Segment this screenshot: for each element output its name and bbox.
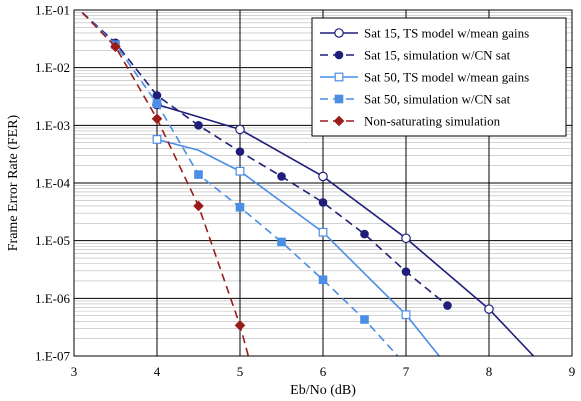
series-3 xyxy=(152,135,440,356)
x-tick-label: 7 xyxy=(403,364,410,379)
y-tick-label: 1.E-04 xyxy=(35,176,71,191)
data-point xyxy=(151,113,163,125)
data-point xyxy=(360,315,369,324)
legend-marker xyxy=(334,72,344,82)
data-point xyxy=(401,233,411,244)
data-point xyxy=(194,121,203,130)
series-2 xyxy=(81,12,452,310)
data-point xyxy=(401,310,411,320)
x-tick-label: 6 xyxy=(320,364,327,379)
data-point xyxy=(235,202,245,212)
y-tick-label: 1.E-01 xyxy=(35,3,70,18)
data-point xyxy=(194,170,203,179)
data-point xyxy=(318,275,328,285)
legend-label: Sat 15, TS model w/mean gains xyxy=(364,26,529,41)
series-line xyxy=(81,12,250,356)
y-tick-label: 1.E-06 xyxy=(35,291,71,306)
y-tick-label: 1.E-05 xyxy=(35,233,70,248)
x-tick-label: 3 xyxy=(71,364,78,379)
data-point xyxy=(110,41,121,53)
legend-label: Non-saturating simulation xyxy=(364,114,501,129)
legend-item: Sat 50, TS model w/mean gains xyxy=(320,70,529,85)
series-4 xyxy=(81,12,399,356)
legend-marker xyxy=(334,94,344,104)
legend-label: Sat 15, simulation w/CN sat xyxy=(364,48,511,63)
series-1 xyxy=(152,99,535,356)
legend-item: Sat 15, TS model w/mean gains xyxy=(320,26,529,41)
y-tick-label: 1.E-02 xyxy=(35,60,70,75)
data-point xyxy=(235,147,245,156)
data-point xyxy=(235,124,245,135)
x-tick-labels: 3 4 5 6 7 8 9 xyxy=(71,364,576,379)
series-line xyxy=(81,12,449,307)
y-tick-label: 1.E-07 xyxy=(35,349,71,364)
legend-item: Sat 15, simulation w/CN sat xyxy=(320,48,511,63)
data-point xyxy=(360,229,369,239)
data-point xyxy=(193,200,204,212)
y-tick-label: 1.E-03 xyxy=(35,118,70,133)
data-point xyxy=(152,91,162,100)
data-point xyxy=(318,227,328,237)
data-point xyxy=(277,237,286,247)
data-point xyxy=(401,267,411,276)
legend-marker xyxy=(334,28,344,38)
x-tick-label: 9 xyxy=(569,364,576,379)
x-tick-label: 5 xyxy=(237,364,244,379)
x-axis-label: Eb/No (dB) xyxy=(290,383,356,398)
legend-item: Sat 50, simulation w/CN sat xyxy=(320,92,511,107)
legend-marker xyxy=(333,115,345,127)
data-point xyxy=(235,166,245,176)
data-point xyxy=(152,99,162,108)
data-point xyxy=(152,135,162,144)
plot-frame xyxy=(73,9,573,357)
x-tick-label: 8 xyxy=(486,364,493,379)
data-point xyxy=(443,301,452,310)
data-point xyxy=(318,198,328,207)
series-line xyxy=(156,103,535,356)
legend: Sat 15, TS model w/mean gains Sat 15, sim… xyxy=(311,17,567,137)
y-tick-labels: 1.E-01 1.E-02 1.E-03 1.E-04 1.E-05 1.E-06 1.E-… xyxy=(35,3,71,364)
data-point xyxy=(277,172,286,181)
x-tick-label: 4 xyxy=(154,364,161,379)
legend-label: Sat 50, TS model w/mean gains xyxy=(364,70,529,85)
series-layer xyxy=(81,12,535,356)
data-point xyxy=(484,304,494,314)
legend-marker xyxy=(334,50,344,60)
series-5 xyxy=(81,12,250,356)
y-axis-label: Frame Error Rate (FER) xyxy=(6,114,21,251)
legend-label: Sat 50, simulation w/CN sat xyxy=(364,92,511,107)
legend-item: Non-saturating simulation xyxy=(320,114,501,129)
series-line xyxy=(156,138,440,356)
data-point xyxy=(234,320,246,331)
data-point xyxy=(318,171,328,182)
